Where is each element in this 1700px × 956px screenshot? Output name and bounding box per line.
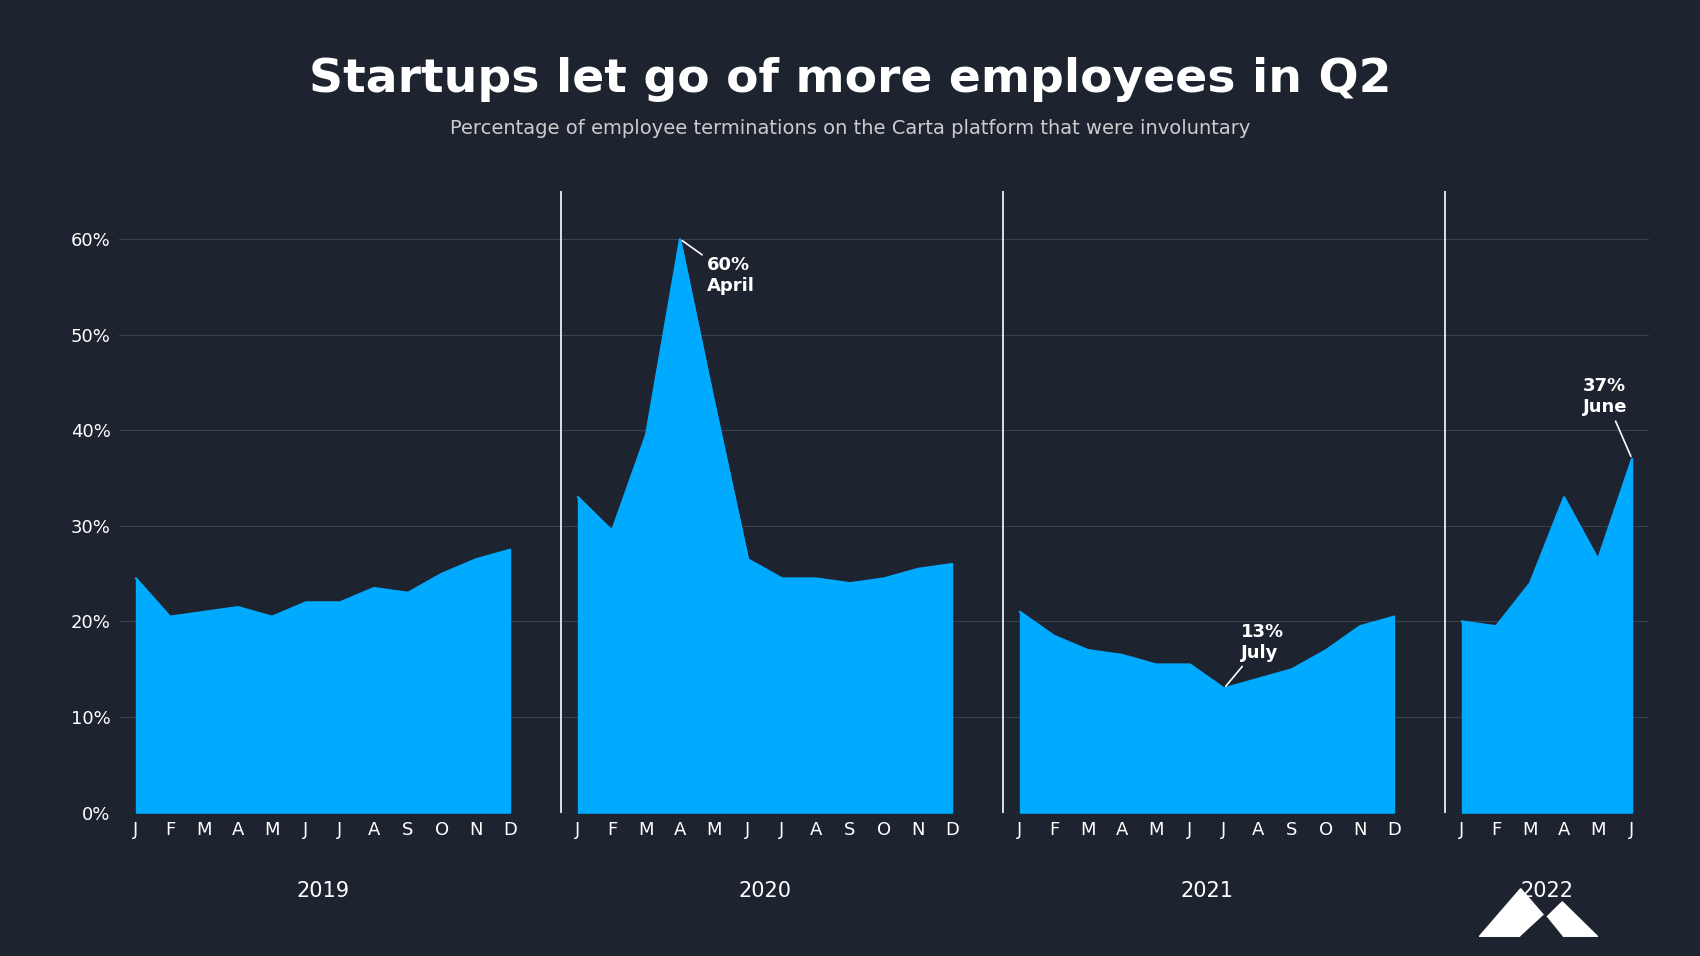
Text: 60%
April: 60% April <box>682 241 755 295</box>
Text: Startups let go of more employees in Q2: Startups let go of more employees in Q2 <box>309 57 1391 102</box>
Text: 37%
June: 37% June <box>1583 377 1630 456</box>
Polygon shape <box>1527 902 1598 937</box>
Text: 13%
July: 13% July <box>1226 622 1284 686</box>
Text: 2019: 2019 <box>296 881 350 901</box>
Text: 2022: 2022 <box>1520 881 1574 901</box>
Text: Percentage of employee terminations on the Carta platform that were involuntary: Percentage of employee terminations on t… <box>450 120 1250 139</box>
Text: 2021: 2021 <box>1180 881 1234 901</box>
Polygon shape <box>1479 889 1562 937</box>
Polygon shape <box>1520 915 1562 937</box>
Text: 2020: 2020 <box>738 881 792 901</box>
